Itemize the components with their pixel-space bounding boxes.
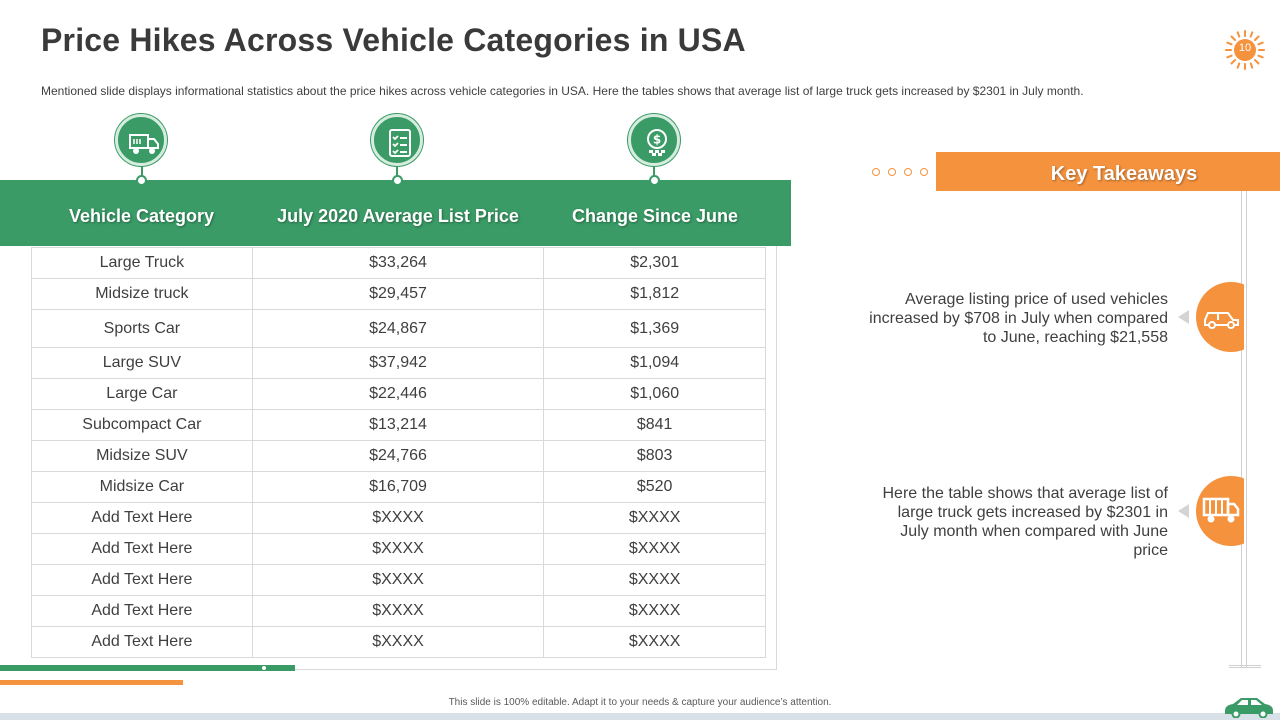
- connector-dot: [392, 175, 403, 186]
- footer-note: This slide is 100% editable. Adapt it to…: [448, 697, 832, 708]
- table-row: Large Truck $33,264 $2,301: [31, 247, 766, 279]
- green-accent-bar: [0, 665, 295, 671]
- cell-category: Subcompact Car: [31, 409, 253, 441]
- header-icon-1: [115, 114, 167, 166]
- connector-dot: [649, 175, 660, 186]
- delivery-truck-icon: [129, 134, 159, 154]
- cell-category: Add Text Here: [31, 626, 253, 658]
- table-row: Midsize truck $29,457 $1,812: [31, 278, 766, 310]
- cell-price: $24,867: [251, 309, 545, 348]
- cell-price: $13,214: [251, 409, 545, 441]
- cell-change: $1,812: [543, 278, 766, 310]
- cell-change: $520: [543, 471, 766, 503]
- slide-title: Price Hikes Across Vehicle Categories in…: [41, 22, 746, 58]
- takeaway-text-2: Here the table shows that average list o…: [882, 485, 1169, 559]
- cell-change: $XXXX: [543, 564, 766, 596]
- sun-badge-icon: [1225, 30, 1265, 70]
- slide-subtitle: Mentioned slide displays informational s…: [41, 84, 1084, 98]
- timeline-base: [1229, 665, 1261, 668]
- cell-price: $29,457: [251, 278, 545, 310]
- table-row: Subcompact Car $13,214 $841: [31, 409, 766, 441]
- cell-category: Midsize Car: [31, 471, 253, 503]
- cell-price: $33,264: [251, 247, 545, 279]
- cell-category: Large Truck: [31, 247, 253, 279]
- svg-text:$: $: [653, 133, 661, 147]
- dollar-coin-icon: $: [647, 129, 667, 156]
- header-icon-2: [371, 114, 423, 166]
- table-row: Add Text Here $XXXX $XXXX: [31, 595, 766, 627]
- cell-change: $XXXX: [543, 533, 766, 565]
- icon-connector: [653, 162, 655, 180]
- car-icon: [1204, 312, 1239, 329]
- header-icon-3: $: [628, 114, 680, 166]
- price-table: Large Truck $33,264 $2,301 Midsize truck $2…: [31, 247, 766, 658]
- cell-price: $16,709: [251, 471, 545, 503]
- cell-category: Add Text Here: [31, 564, 253, 596]
- takeaway-icon-2: [1196, 476, 1244, 546]
- cell-change: $1,369: [543, 309, 766, 348]
- takeaway-pointer: [1178, 310, 1189, 324]
- cell-category: Add Text Here: [31, 533, 253, 565]
- cell-price: $22,446: [251, 378, 545, 410]
- footer-band: [0, 713, 1280, 720]
- cell-price: $24,766: [251, 440, 545, 472]
- cell-category: Large Car: [31, 378, 253, 410]
- page-number-badge: 10: [1225, 30, 1265, 70]
- cell-price: $XXXX: [251, 595, 545, 627]
- cell-change: $2,301: [543, 247, 766, 279]
- header-july-price: July 2020 Average List Price: [277, 206, 519, 226]
- cell-category: Add Text Here: [31, 502, 253, 534]
- connector-dot: [136, 175, 147, 186]
- key-takeaways-header: Key Takeaways: [936, 152, 1280, 191]
- cell-category: Large SUV: [31, 347, 253, 379]
- table-row: Add Text Here $XXXX $XXXX: [31, 502, 766, 534]
- cell-price: $37,942: [251, 347, 545, 379]
- icon-connector: [141, 162, 143, 180]
- cell-price: $XXXX: [251, 626, 545, 658]
- cell-change: $803: [543, 440, 766, 472]
- cell-price: $XXXX: [251, 533, 545, 565]
- orange-accent-bar: [0, 680, 183, 685]
- cell-change: $1,094: [543, 347, 766, 379]
- cell-price: $XXXX: [251, 502, 545, 534]
- header-change-since-june: Change Since June: [571, 206, 739, 226]
- accent-dot: [262, 666, 266, 670]
- header-vehicle-category: Vehicle Category: [68, 206, 215, 226]
- key-takeaways-title: Key Takeaways: [1050, 163, 1198, 185]
- table-row: Add Text Here $XXXX $XXXX: [31, 533, 766, 565]
- takeaway-text-1: Average listing price of used vehicles i…: [869, 291, 1168, 346]
- table-row: Sports Car $24,867 $1,369: [31, 309, 766, 348]
- cell-category: Add Text Here: [31, 595, 253, 627]
- cell-change: $XXXX: [543, 626, 766, 658]
- checklist-icon: [389, 129, 411, 157]
- truck-icon: [1202, 497, 1240, 523]
- table-row: Large SUV $37,942 $1,094: [31, 347, 766, 379]
- cell-change: $XXXX: [543, 502, 766, 534]
- cell-change: $841: [543, 409, 766, 441]
- table-row: Add Text Here $XXXX $XXXX: [31, 564, 766, 596]
- takeaway-icon-1: [1196, 282, 1244, 352]
- cell-category: Midsize truck: [31, 278, 253, 310]
- cell-category: Sports Car: [31, 309, 253, 348]
- table-header: Vehicle Category July 2020 Average List …: [0, 180, 791, 246]
- icon-connector: [396, 162, 398, 180]
- car-icon: [1225, 698, 1273, 718]
- table-row: Midsize SUV $24,766 $803: [31, 440, 766, 472]
- table-row: Add Text Here $XXXX $XXXX: [31, 626, 766, 658]
- cell-change: $XXXX: [543, 595, 766, 627]
- takeaway-pointer: [1178, 504, 1189, 518]
- cell-change: $1,060: [543, 378, 766, 410]
- cell-price: $XXXX: [251, 564, 545, 596]
- page-number: 10: [1238, 42, 1252, 54]
- table-row: Large Car $22,446 $1,060: [31, 378, 766, 410]
- table-row: Midsize Car $16,709 $520: [31, 471, 766, 503]
- cell-category: Midsize SUV: [31, 440, 253, 472]
- timeline-line: [1241, 191, 1247, 667]
